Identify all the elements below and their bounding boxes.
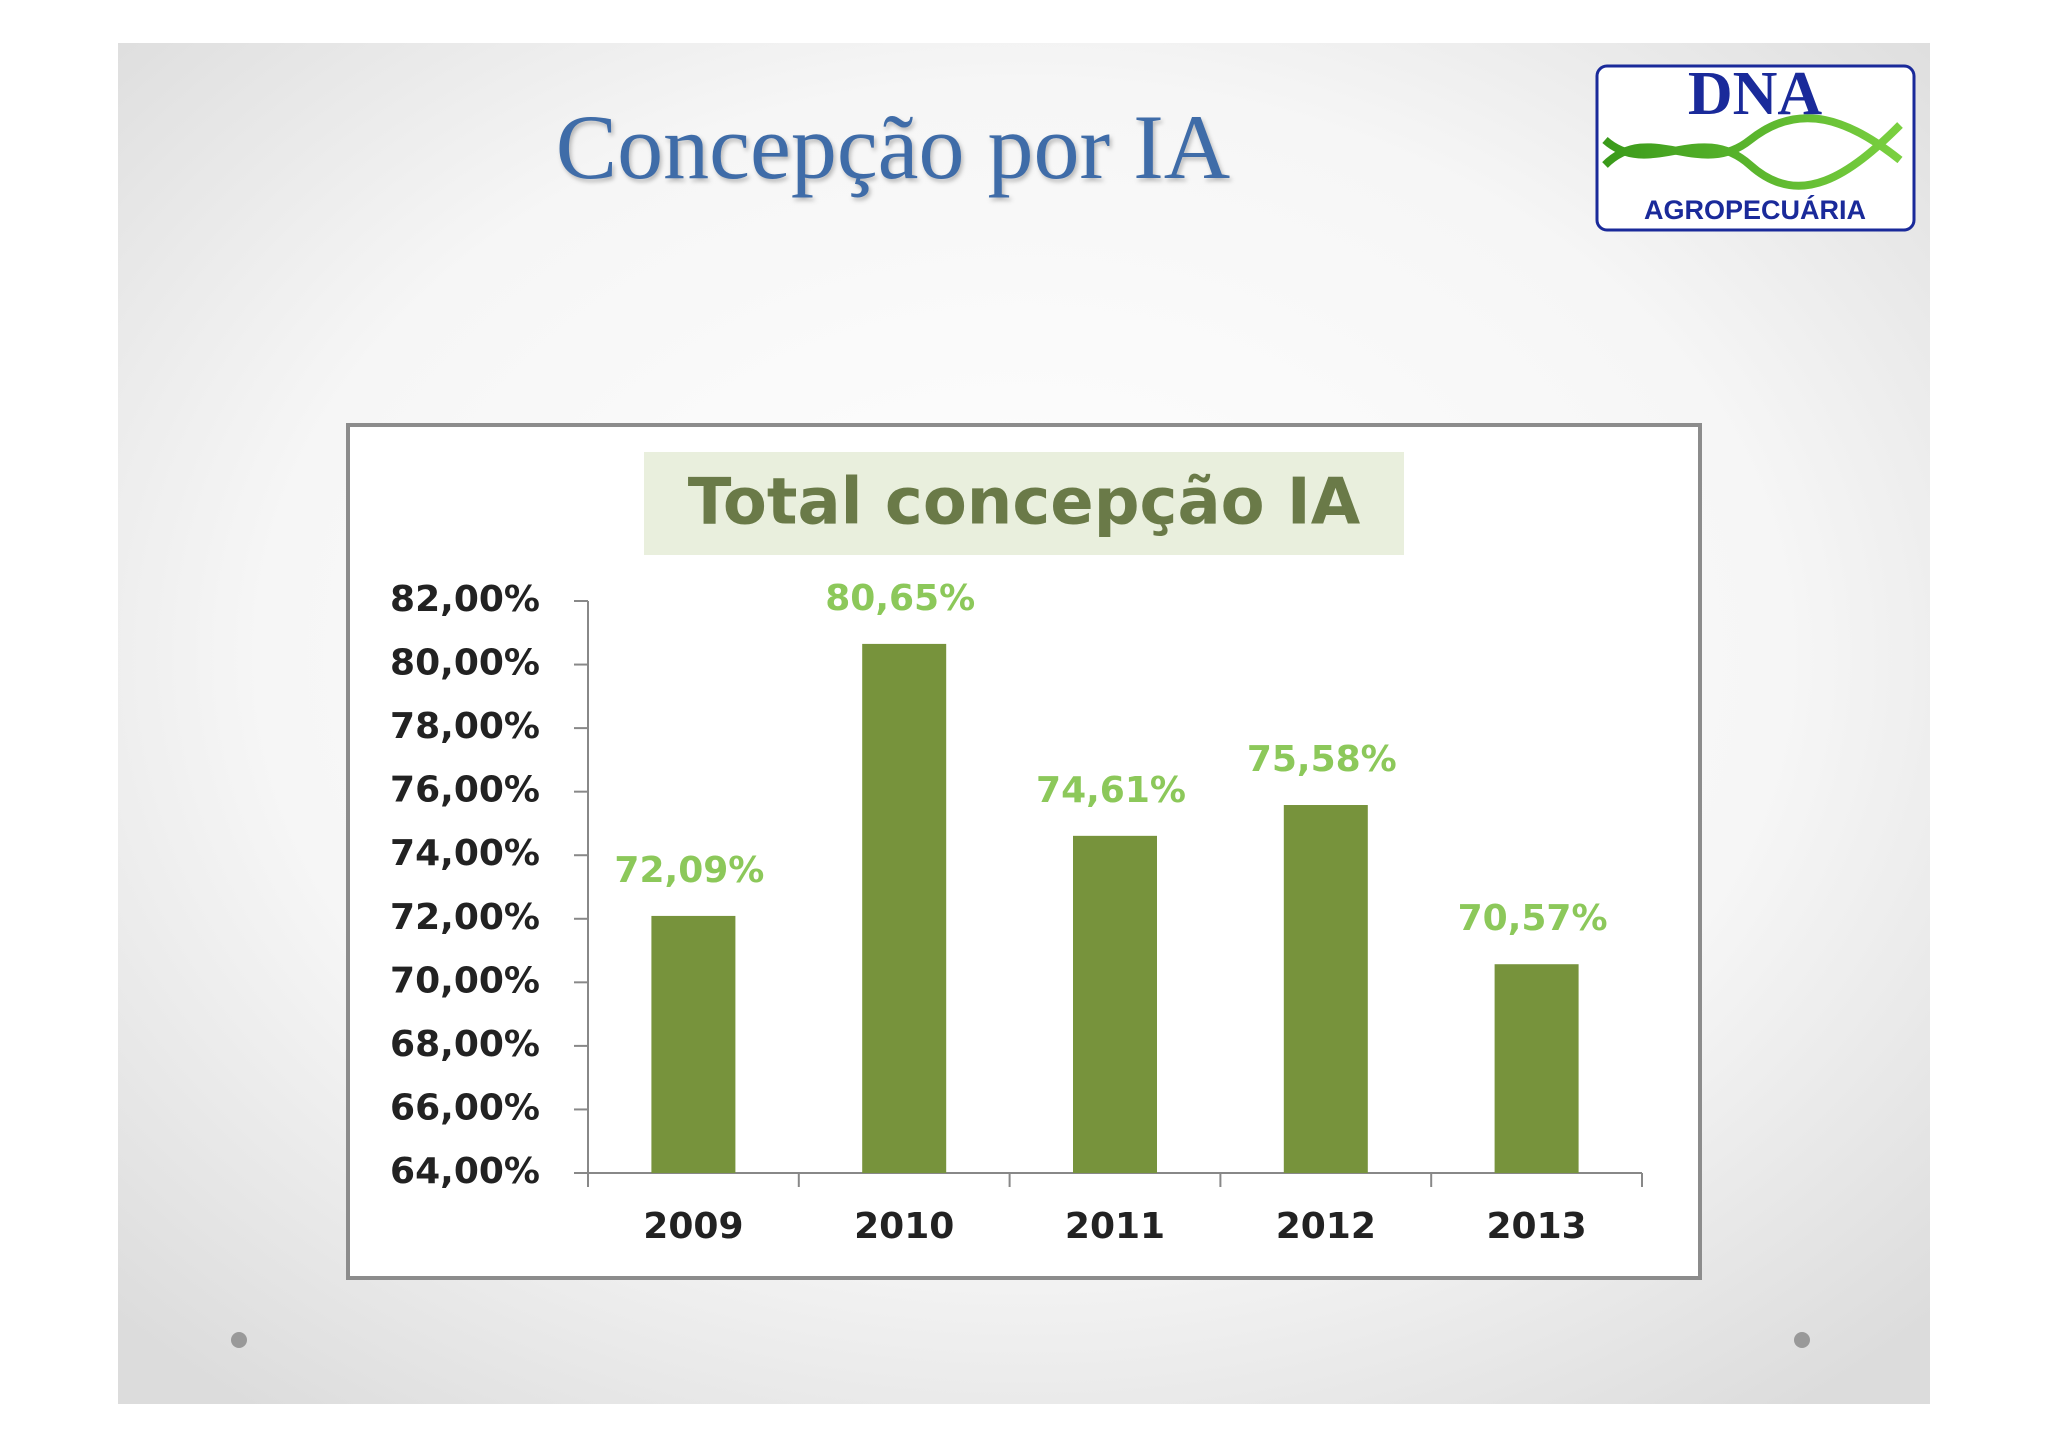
y-tick-label: 72,00% [390, 897, 540, 938]
x-tick-label: 2010 [854, 1206, 954, 1247]
x-tick-label: 2011 [1065, 1206, 1165, 1247]
x-tick-label: 2012 [1276, 1206, 1376, 1247]
y-tick-label: 66,00% [390, 1087, 540, 1128]
logo-subtitle: AGROPECUÁRIA [1644, 194, 1866, 225]
logo-frame [1595, 64, 1916, 232]
slide-title: Concepção por IA [556, 96, 1230, 198]
x-tick-label: 2013 [1486, 1206, 1586, 1247]
data-label: 80,65% [825, 578, 975, 619]
y-tick-label: 80,00% [390, 643, 540, 684]
data-label: 70,57% [1458, 898, 1608, 939]
y-tick-label: 70,00% [390, 960, 540, 1001]
chart-frame [346, 423, 1702, 1280]
data-label: 75,58% [1247, 739, 1397, 780]
slide-dot [231, 1332, 247, 1348]
y-tick-label: 64,00% [390, 1151, 540, 1192]
slide-dot [1794, 1332, 1810, 1348]
bar [1073, 835, 1157, 1173]
y-tick-label: 74,00% [390, 833, 540, 874]
bar [651, 915, 736, 1173]
logo-helix [1602, 122, 1903, 190]
chart-title-background [644, 452, 1404, 555]
bar [1494, 964, 1579, 1173]
logo-name: DNA [1688, 60, 1823, 128]
bar [862, 643, 947, 1173]
bar [1283, 805, 1368, 1173]
data-label: 74,61% [1036, 770, 1186, 811]
y-tick-label: 76,00% [390, 770, 540, 811]
y-tick-label: 78,00% [390, 706, 540, 747]
chart-title: Total concepção IA [688, 466, 1361, 540]
logo-helix [1602, 114, 1903, 168]
logo: DNA AGROPECUÁRIA [1595, 60, 1916, 232]
data-label: 72,09% [614, 850, 764, 891]
y-tick-label: 68,00% [390, 1024, 540, 1065]
y-tick-label: 82,00% [390, 579, 540, 620]
x-tick-label: 2009 [643, 1206, 743, 1247]
